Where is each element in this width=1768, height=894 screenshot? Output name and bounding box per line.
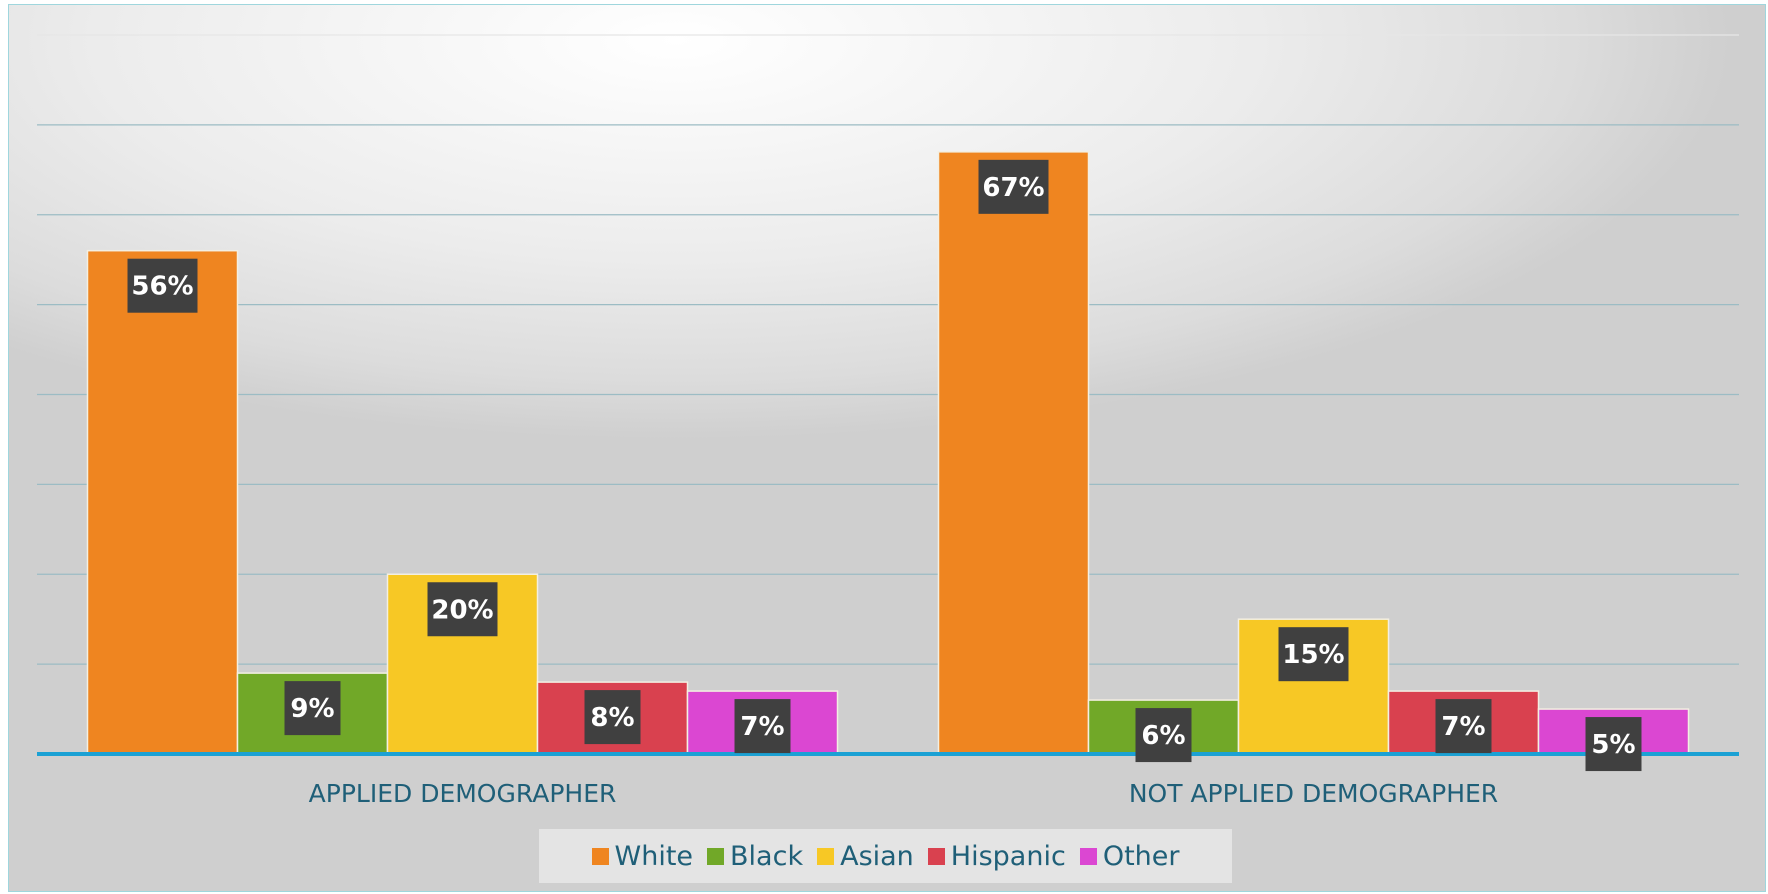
data-label-asian-2: 15% — [1282, 640, 1344, 670]
data-label-box — [978, 159, 1049, 214]
legend-swatch — [1079, 847, 1097, 865]
category-label-1: APPLIED DEMOGRAPHER — [309, 779, 617, 808]
data-label-other-1: 7% — [740, 712, 784, 742]
data-label-asian-1: 20% — [431, 595, 493, 625]
category-label-2: NOT APPLIED DEMOGRAPHER — [1129, 779, 1498, 808]
chart-frame: 56% 9% 20% 8% 7% 67% 6% 15% 7% 5% APPLIED DEMOGRA… — [8, 4, 1766, 892]
legend-item-asian: Asian — [817, 841, 914, 872]
category-labels: APPLIED DEMOGRAPHER NOT APPLIED DEMOGRAPH… — [309, 779, 1499, 808]
data-label-box — [584, 690, 641, 745]
legend-label: White — [614, 840, 694, 872]
legend-swatch — [707, 847, 725, 865]
legend: White Black Asian Hispanic Other — [539, 829, 1232, 883]
data-label-hispanic-2: 7% — [1441, 712, 1485, 742]
gridlines — [37, 34, 1739, 665]
data-label-black-2: 6% — [1141, 721, 1185, 751]
legend-label: Asian — [840, 840, 914, 872]
legend-item-white: White — [591, 840, 694, 872]
data-label-white-1: 56% — [131, 272, 193, 302]
legend-swatch — [591, 847, 609, 865]
bar-white-1 — [86, 249, 239, 755]
bar-chart: 56% 9% 20% 8% 7% 67% 6% 15% 7% 5% APPLIED DEMOGRA… — [37, 34, 1739, 808]
data-label-box — [1585, 717, 1642, 772]
legend-item-hispanic: Hispanic — [927, 840, 1066, 872]
legend-item-black: Black — [707, 841, 803, 872]
data-label-box — [284, 681, 341, 736]
legend-label: Black — [730, 840, 804, 872]
legend-swatch — [817, 847, 835, 865]
data-label-box — [1278, 627, 1349, 682]
legend-swatch — [927, 847, 945, 865]
bar-white-2 — [937, 151, 1090, 755]
data-label-black-1: 9% — [290, 694, 334, 724]
data-label-box — [127, 258, 198, 313]
data-label-box — [734, 699, 791, 754]
data-label-box — [1435, 699, 1492, 754]
data-label-white-2: 67% — [982, 173, 1044, 203]
data-label-box — [1135, 708, 1192, 763]
legend-item-other: Other — [1079, 840, 1180, 872]
data-label-box — [427, 582, 498, 637]
legend-label: Hispanic — [950, 840, 1066, 872]
data-label-other-2: 5% — [1591, 730, 1635, 760]
data-labels: 56% 9% 20% 8% 7% 67% 6% 15% 7% 5% — [127, 159, 1642, 772]
legend-label: Other — [1102, 840, 1180, 872]
data-label-hispanic-1: 8% — [590, 703, 634, 733]
